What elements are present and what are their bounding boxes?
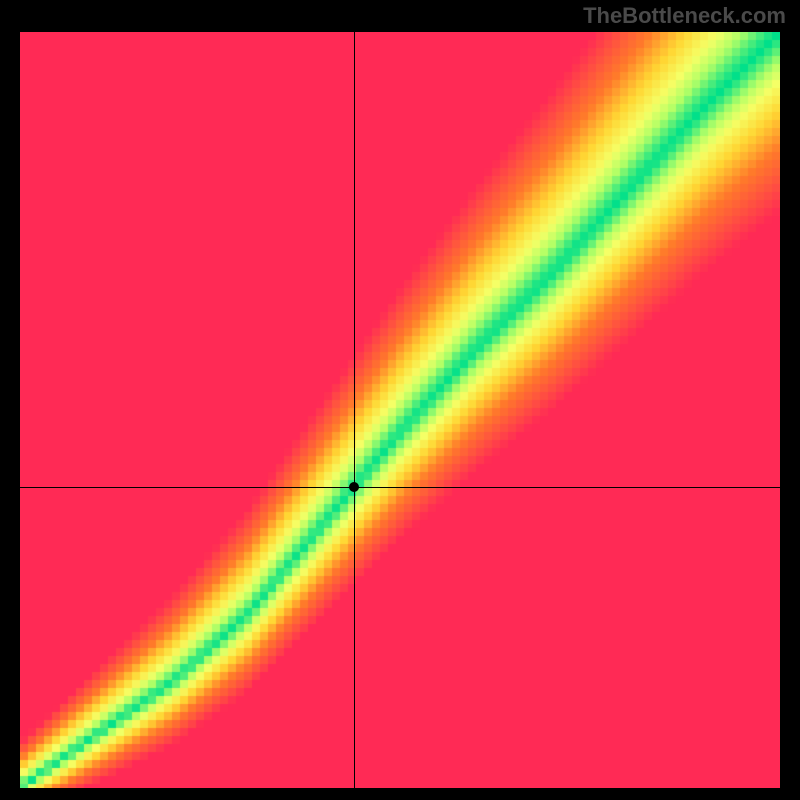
crosshair-vertical <box>354 32 355 788</box>
crosshair-horizontal <box>20 487 780 488</box>
bottleneck-heatmap-chart: TheBottleneck.com <box>0 0 800 800</box>
watermark-text: TheBottleneck.com <box>583 3 786 29</box>
heatmap-canvas <box>20 32 780 788</box>
marker-dot <box>349 482 359 492</box>
